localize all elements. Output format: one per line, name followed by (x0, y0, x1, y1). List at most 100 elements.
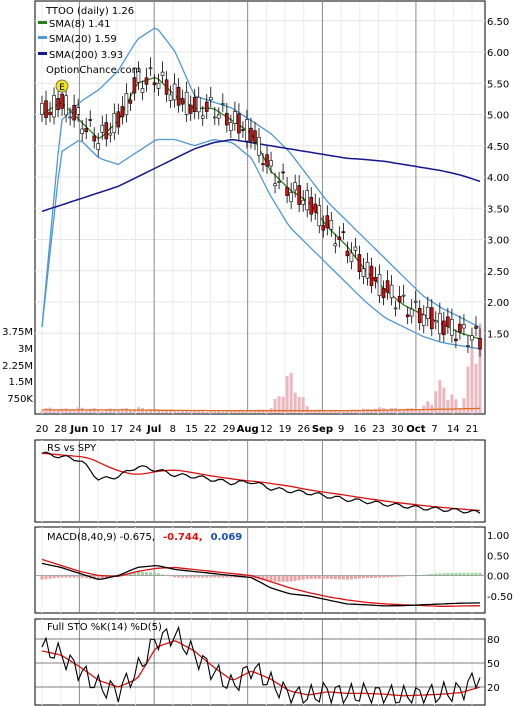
candle-body (353, 246, 358, 251)
macd-histogram-bar (478, 572, 482, 576)
volume-bar (72, 409, 76, 413)
volume-bar (205, 411, 209, 413)
candle-body (289, 192, 293, 202)
candle-body (253, 130, 257, 143)
volume-bar (100, 411, 104, 413)
macd-histogram-bar (144, 572, 148, 576)
candle-body (168, 94, 173, 101)
price-panel-frame (34, 0, 486, 415)
legend-sma8: SMA(8) 1.41 (49, 19, 110, 30)
candle-body (184, 91, 189, 115)
candle-body (136, 71, 141, 83)
macd-histogram-bar (80, 575, 84, 578)
legend-sma200: SMA(200) 3.93 (49, 50, 123, 61)
macd-histogram-bar (466, 572, 470, 576)
macd-histogram-bar (104, 575, 108, 578)
volume-bar (112, 409, 116, 413)
rs-lines (41, 451, 481, 514)
macd-histogram-bar (273, 575, 277, 582)
volume-bar (84, 410, 88, 413)
macd-histogram-bar (197, 575, 201, 578)
macd-histogram-bar (181, 575, 185, 578)
candle-body (337, 236, 342, 241)
volume-bar (177, 411, 181, 413)
candle-body (192, 96, 197, 112)
sto-panel-frame (34, 618, 486, 706)
volume-bar (64, 408, 68, 413)
candle-body (241, 129, 245, 131)
macd-histogram-bar (446, 573, 450, 576)
macd-histogram-bar (281, 575, 285, 582)
volume-bar (225, 410, 229, 413)
macd-histogram-bar (301, 575, 305, 580)
date-tick-label: 19 (279, 424, 292, 435)
candle-body (433, 320, 438, 323)
volume-tick-label: 3.75M (2, 327, 33, 338)
macd-axis: 1.00 0.50 0.00 -0.50 (487, 531, 513, 603)
macd-histogram-bar (398, 575, 402, 577)
candle-body (301, 199, 305, 205)
candle-body (333, 243, 338, 247)
candle-body (389, 284, 394, 299)
price-tick-label: 3.50 (487, 204, 509, 215)
price-axis: 6.50 6.00 5.50 5.00 4.50 4.00 3.50 3.00 2.50 2.00… (487, 17, 509, 341)
legend-swatch-sma8 (38, 21, 47, 24)
candle-body (56, 98, 60, 111)
candle-body (233, 111, 237, 124)
volume-bar (410, 408, 414, 413)
candle-body (397, 295, 402, 303)
macd-histogram-bar (56, 575, 60, 578)
candle-body (124, 93, 129, 116)
candle-body (200, 115, 205, 119)
date-tick-label: 23 (372, 424, 385, 435)
macd-histogram-bar (442, 573, 446, 576)
macd-histogram-bar (454, 572, 458, 576)
price-tick-label: 4.00 (487, 173, 509, 184)
volume-tick-label: 3M (18, 344, 33, 355)
macd-hist-value: 0.069 (211, 532, 243, 543)
candle-body (317, 205, 322, 227)
date-tick-label: 22 (204, 424, 217, 435)
volume-bar (128, 409, 132, 413)
candle-body (64, 95, 68, 116)
macd-tick-label: 0.00 (487, 572, 509, 583)
legend-swatch-sma20 (38, 36, 47, 39)
macd-histogram-bar (148, 572, 152, 576)
volume-bar (406, 408, 410, 413)
volume-bar (345, 410, 349, 413)
volume-bar (181, 410, 185, 413)
price-tick-label: 6.00 (487, 48, 509, 59)
volume-bar (44, 408, 48, 413)
macd-histogram-bar (285, 575, 289, 582)
volume-bar (132, 409, 136, 413)
volume-bar (265, 411, 269, 413)
macd-histogram-bar (430, 574, 434, 576)
candle-body (277, 181, 281, 183)
sto-tick-label: 80 (487, 635, 500, 646)
macd-histogram-bar (458, 572, 462, 576)
candle-body (229, 122, 233, 132)
macd-histogram-bar (277, 575, 281, 582)
volume-bar (478, 323, 482, 413)
volume-bar (209, 410, 213, 413)
volume-bar (233, 411, 237, 413)
date-tick-label: 29 (223, 424, 236, 435)
volume-bar (458, 408, 462, 413)
candle-body (164, 79, 169, 95)
macd-histogram-bar (92, 575, 96, 580)
candle-body (261, 163, 265, 165)
sto-label: Full STO %K(14) %D(5) (47, 622, 162, 633)
volume-bar (56, 410, 60, 413)
candle-body (313, 203, 318, 213)
macd-histogram-bar (64, 575, 68, 578)
macd-histogram-bar (345, 575, 349, 580)
candle-body (377, 274, 382, 296)
macd-histogram-bar (450, 572, 454, 576)
rs-grid (41, 440, 473, 522)
date-tick-label: 10 (92, 424, 105, 435)
price-tick-label: 2.50 (487, 267, 509, 278)
candle-body (454, 338, 458, 342)
candle-body (429, 307, 434, 330)
date-tick-label: Jun (69, 424, 88, 435)
